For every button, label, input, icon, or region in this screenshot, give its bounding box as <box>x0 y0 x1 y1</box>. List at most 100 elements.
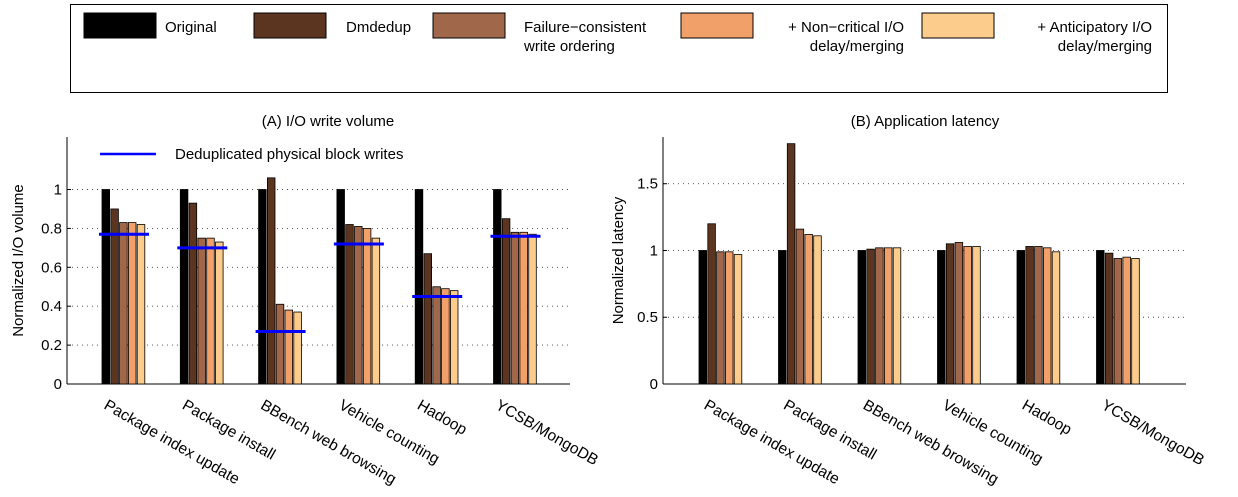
bar-original-package-install <box>778 250 787 385</box>
bar-original-vehicle-counting <box>336 189 345 385</box>
bar-dmdedup-hadoop <box>1025 246 1034 385</box>
y-tick-label: 0 <box>54 376 62 393</box>
bar-original-vehicle-counting <box>937 250 946 385</box>
bar-original-hadoop <box>1016 250 1025 385</box>
bar-anticipatory-i-o-delay-merging-package-index-update <box>733 254 743 385</box>
bar-failure-consistent-write-ordering-vehicle-counting <box>954 242 964 385</box>
legend: Original Dmdedup Failure−consistent write o… <box>70 4 1168 93</box>
legend-swatch-non-critical-i-o-delay-merging <box>680 12 754 39</box>
legend-swatch-anticipatory-i-o-delay-merging <box>921 12 995 39</box>
panel-application-latency: (B) Application latency Normalized latenc… <box>610 113 1207 488</box>
bar-anticipatory-i-o-delay-merging-vehicle-counting <box>972 246 981 385</box>
x-tick-label: Hadoop <box>1019 397 1075 439</box>
y-tick-label: 0.8 <box>41 220 62 237</box>
bar-anticipatory-i-o-delay-merging-package-install <box>215 241 224 385</box>
chart-title: (A) I/O write volume <box>262 113 395 130</box>
legend-frame <box>70 4 1168 93</box>
bar-dmdedup-vehicle-counting <box>945 243 955 385</box>
bar-original-bbench-web-browsing <box>857 250 866 385</box>
bar-non-critical-i-o-delay-merging-package-install <box>804 234 813 385</box>
bar-dmdedup-ycsb-mongodb <box>1104 252 1114 385</box>
bar-non-critical-i-o-delay-merging-bbench-web-browsing <box>884 247 893 385</box>
x-tick-label: Package index update <box>101 397 242 488</box>
legend-label: delay/merging <box>810 38 904 55</box>
bar-failure-consistent-write-ordering-package-index-update <box>119 222 128 385</box>
bar-anticipatory-i-o-delay-merging-ycsb-mongodb <box>1131 258 1140 385</box>
legend-label: + Non−critical I/O <box>788 19 904 36</box>
bar-non-critical-i-o-delay-merging-vehicle-counting <box>963 246 972 385</box>
bar-anticipatory-i-o-delay-merging-bbench-web-browsing <box>293 311 302 385</box>
bar-anticipatory-i-o-delay-merging-vehicle-counting <box>371 237 381 385</box>
x-tick-label: YCSB/MongoDB <box>493 397 601 469</box>
bar-original-package-index-update <box>101 189 110 385</box>
bar-original-hadoop <box>414 189 424 385</box>
bar-non-critical-i-o-delay-merging-hadoop <box>1043 247 1052 385</box>
bar-failure-consistent-write-ordering-vehicle-counting <box>354 226 363 385</box>
bar-anticipatory-i-o-delay-merging-package-install <box>813 235 822 385</box>
dedup-legend-label: Deduplicated physical block writes <box>175 146 403 163</box>
legend-label: + Anticipatory I/O <box>1037 19 1152 36</box>
bar-failure-consistent-write-ordering-ycsb-mongodb <box>510 231 520 385</box>
y-tick-label: 0.6 <box>41 259 62 276</box>
legend-swatch-dmdedup <box>253 12 327 39</box>
bar-dmdedup-bbench-web-browsing <box>266 177 276 385</box>
bar-non-critical-i-o-delay-merging-package-index-update <box>127 222 137 385</box>
bar-dmdedup-hadoop <box>423 253 432 385</box>
legend-label: Original <box>165 19 217 36</box>
bar-original-bbench-web-browsing <box>258 189 267 385</box>
bar-non-critical-i-o-delay-merging-package-index-update <box>725 251 734 385</box>
bar-failure-consistent-write-ordering-package-install <box>197 237 206 385</box>
bar-original-package-index-update <box>698 250 707 385</box>
chart-title: (B) Application latency <box>851 113 1000 130</box>
bar-dmdedup-ycsb-mongodb <box>501 218 511 385</box>
bar-anticipatory-i-o-delay-merging-ycsb-mongodb <box>528 233 537 385</box>
y-tick-label: 1 <box>54 182 62 199</box>
y-axis-label: Normalized latency <box>610 196 627 324</box>
x-tick-label: BBench web browsing <box>860 397 1001 488</box>
bar-failure-consistent-write-ordering-package-index-update <box>716 251 725 385</box>
x-tick-label: Hadoop <box>414 397 470 439</box>
bar-anticipatory-i-o-delay-merging-hadoop <box>449 290 459 385</box>
bar-failure-consistent-write-ordering-hadoop <box>1034 246 1043 385</box>
bar-non-critical-i-o-delay-merging-hadoop <box>441 288 450 385</box>
bar-failure-consistent-write-ordering-package-install <box>795 228 805 385</box>
bar-dmdedup-package-install <box>188 202 198 385</box>
bar-non-critical-i-o-delay-merging-vehicle-counting <box>362 228 372 385</box>
bar-original-ycsb-mongodb <box>493 189 502 385</box>
legend-label: write ordering <box>523 38 615 55</box>
legend-swatch-failure-consistent-write-ordering <box>432 12 506 39</box>
panel-io-write-volume: (A) I/O write volume Normalized I/O volum… <box>10 113 601 488</box>
legend-label: delay/merging <box>1058 38 1152 55</box>
bar-dmdedup-package-index-update <box>707 223 716 385</box>
bar-dmdedup-package-index-update <box>110 208 119 385</box>
bar-anticipatory-i-o-delay-merging-hadoop <box>1051 251 1061 385</box>
bar-anticipatory-i-o-delay-merging-package-index-update <box>136 224 146 385</box>
y-tick-label: 1 <box>650 242 658 259</box>
y-tick-label: 1.5 <box>637 176 658 193</box>
bar-non-critical-i-o-delay-merging-bbench-web-browsing <box>284 309 293 385</box>
legend-label: Failure−consistent <box>524 19 647 36</box>
bar-original-package-install <box>179 189 189 385</box>
bar-failure-consistent-write-ordering-bbench-web-browsing <box>275 303 285 385</box>
x-tick-label: BBench web browsing <box>258 397 399 488</box>
x-tick-label: YCSB/MongoDB <box>1099 397 1207 469</box>
bar-non-critical-i-o-delay-merging-package-install <box>206 237 215 385</box>
bar-failure-consistent-write-ordering-bbench-web-browsing <box>875 247 884 385</box>
bar-original-ycsb-mongodb <box>1096 250 1105 385</box>
bar-dmdedup-package-install <box>786 143 796 385</box>
y-tick-label: 0.5 <box>637 309 658 326</box>
bar-non-critical-i-o-delay-merging-ycsb-mongodb <box>519 231 528 385</box>
legend-swatch-original <box>83 12 157 39</box>
y-tick-label: 0.4 <box>41 298 62 315</box>
bar-dmdedup-vehicle-counting <box>345 224 354 385</box>
y-axis-label: Normalized I/O volume <box>10 184 27 337</box>
y-tick-label: 0 <box>650 376 658 393</box>
legend-label: Dmdedup <box>346 19 411 36</box>
bar-anticipatory-i-o-delay-merging-bbench-web-browsing <box>892 247 902 385</box>
y-tick-label: 0.2 <box>41 337 62 354</box>
bar-non-critical-i-o-delay-merging-ycsb-mongodb <box>1122 256 1131 385</box>
x-tick-label: Package index update <box>701 397 842 488</box>
bar-failure-consistent-write-ordering-hadoop <box>432 286 441 385</box>
bar-dmdedup-bbench-web-browsing <box>866 248 875 385</box>
